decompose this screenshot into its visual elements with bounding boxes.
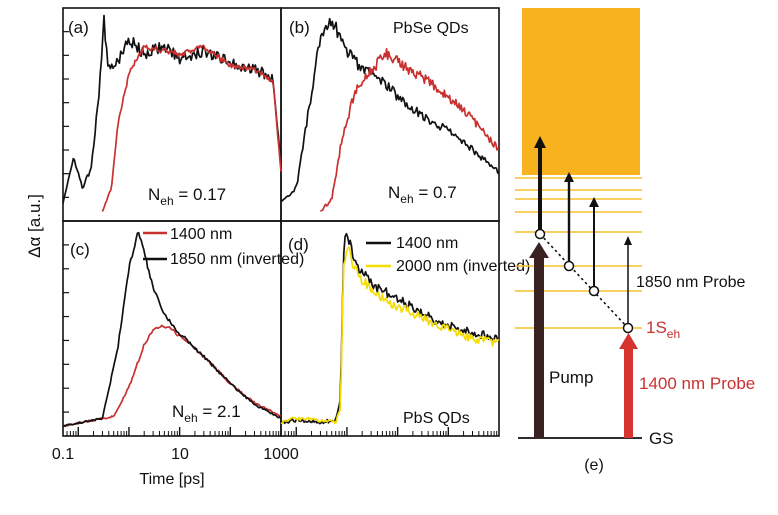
trace-d-1	[280, 246, 500, 425]
probe-1850-arrowhead-1	[534, 136, 546, 148]
neh-annotation-c: Neh = 2.1	[172, 402, 241, 425]
legend-label-1850-c: 1850 nm (inverted)	[170, 251, 304, 268]
probe-1400-label: 1400 nm Probe	[639, 374, 755, 393]
ground-state-label: GS	[649, 429, 674, 448]
trace-c-1	[62, 231, 282, 427]
legend-label-1400-c: 1400 nm	[170, 226, 232, 243]
carrier-circle-4	[622, 322, 634, 334]
neh-annotation-b: Neh = 0.7	[388, 183, 457, 206]
axis-ticks	[62, 31, 498, 436]
probe-1850-label: 1850 nm Probe	[636, 274, 746, 291]
x-tick-label-0.1: 0.1	[52, 446, 74, 463]
trace-a-1	[101, 44, 282, 212]
legend-label-2000-d-text: 2000 nm (inverted)	[396, 258, 530, 275]
pump-label: Pump	[549, 368, 593, 387]
panel-a-frame	[62, 7, 282, 222]
trace-a-0	[62, 14, 282, 204]
pump-arrow	[529, 242, 549, 438]
legend-label-1400-d: 1400 nm	[396, 235, 458, 252]
pbs-label: PbS QDs	[403, 410, 470, 427]
probe-1400-arrow	[619, 333, 638, 438]
probe-1850-arrowhead-3	[589, 197, 599, 207]
traces	[62, 14, 500, 427]
panel-label-a: (a)	[68, 18, 89, 37]
x-tick-label-10: 10	[171, 446, 189, 463]
pbse-label: PbSe QDs	[393, 20, 469, 37]
x-tick-label-1000: 1000	[263, 446, 299, 463]
carrier-circle-1	[534, 228, 546, 240]
trace-b-1	[320, 48, 500, 212]
carrier-circle-2	[563, 260, 575, 272]
panel-label-c: (c)	[70, 240, 90, 259]
probe-1850-arrowhead-2	[564, 172, 574, 182]
probe-1850-arrowhead-4	[624, 236, 632, 245]
carrier-circle-3	[588, 285, 600, 297]
y-axis-label: Δα [a.u.]	[25, 194, 44, 258]
x-axis-label: Time [ps]	[139, 471, 204, 488]
neh-annotation-a: Neh = 0.17	[148, 185, 226, 208]
panel-label-e: (e)	[584, 457, 604, 474]
legend-label-1850-c-wl: 1850 nm (inverted)	[170, 251, 304, 268]
legend-label-2000-d: 2000 nm (inverted)	[396, 258, 530, 275]
level-1S-label: 1Seh	[646, 318, 680, 341]
trace-b-0	[280, 17, 500, 202]
panel-label-d: (d)	[288, 235, 309, 254]
energy-diagram: Pump 1400 nm Probe 1850 nm Probe 1Seh GS…	[515, 8, 755, 474]
relaxation-path	[539, 233, 629, 329]
trace-d-0	[280, 232, 500, 425]
panel-label-b: (b)	[289, 18, 310, 37]
